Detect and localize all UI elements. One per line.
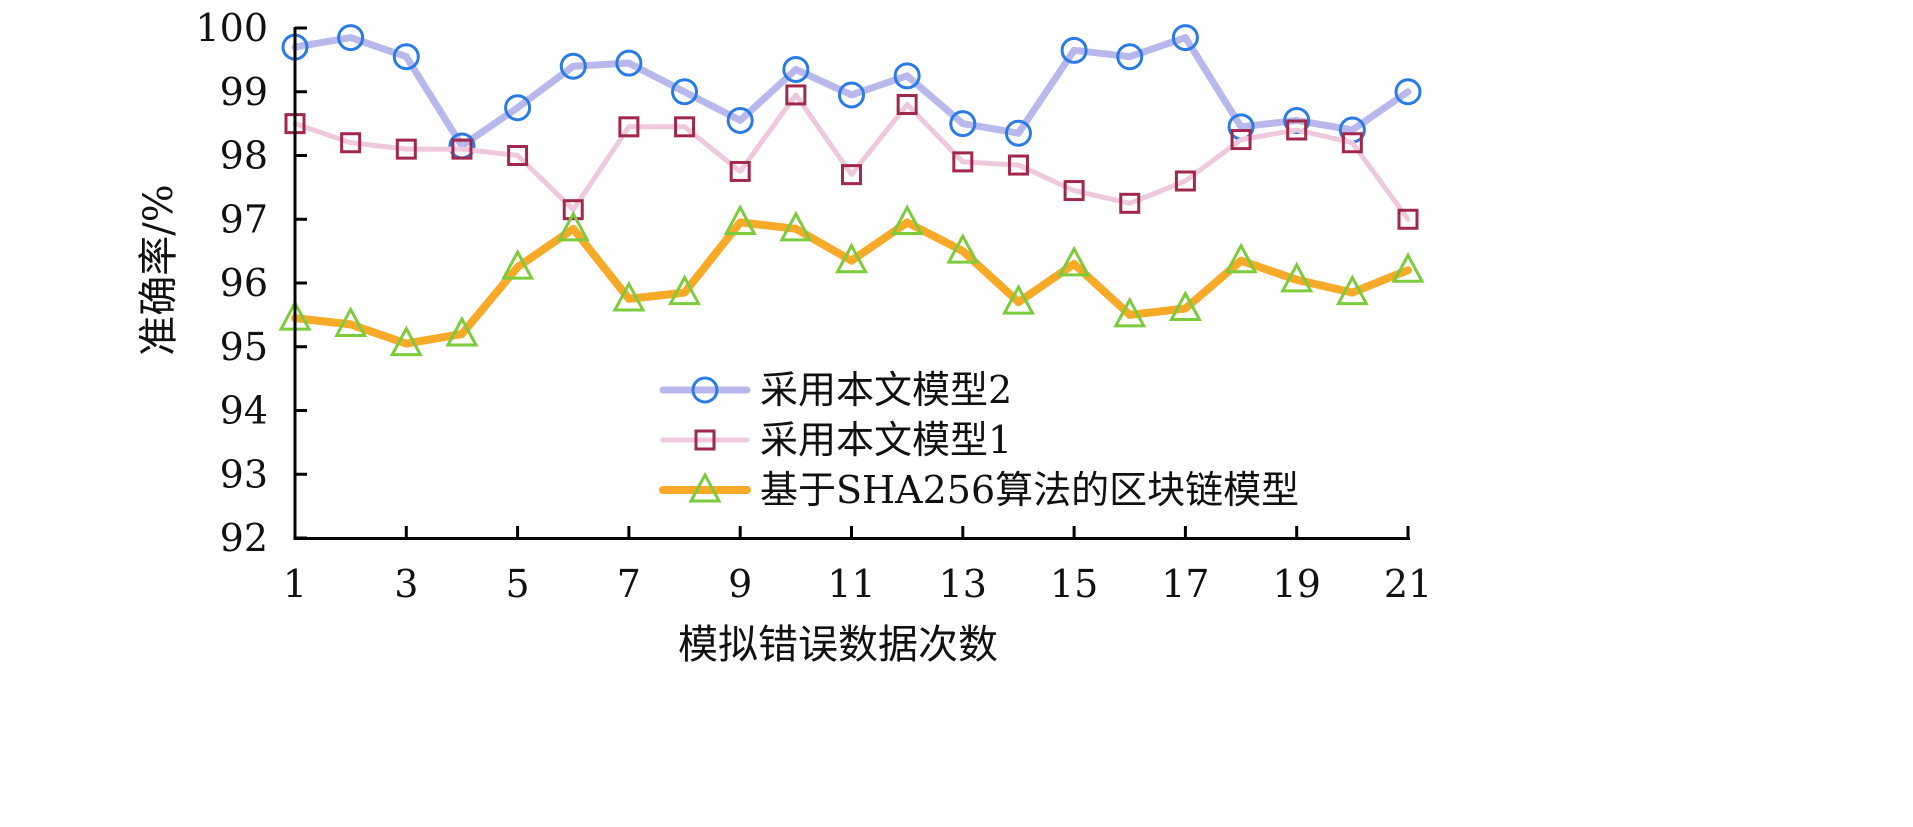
- series-1-point: [615, 49, 643, 77]
- x-tick-label: 11: [827, 562, 875, 606]
- series-1-point: [893, 62, 921, 90]
- series-2-point: [1174, 170, 1196, 192]
- series-1-line: [291, 34, 1412, 150]
- series-1-point: [337, 24, 365, 52]
- y-tick-label: 93: [220, 452, 268, 496]
- series-2-point: [674, 116, 696, 138]
- series-3-line: [291, 218, 1412, 348]
- series-2-point: [841, 164, 862, 186]
- series-1-point: [392, 43, 420, 71]
- series-3-point: [946, 232, 980, 264]
- series-1-point: [726, 106, 754, 134]
- series-1-point: [838, 81, 865, 109]
- series-3-point: [1057, 245, 1091, 277]
- series-layer: [278, 24, 1425, 357]
- series-3-point: [1335, 274, 1369, 306]
- series-2: [284, 84, 1419, 230]
- x-tick-label: 1: [283, 562, 307, 606]
- series-3-point: [501, 248, 535, 280]
- series-2-point: [1286, 119, 1308, 141]
- series-2-point: [618, 116, 640, 138]
- legend: 采用本文模型2 采用本文模型1 基于SHA256算法的区块链模型: [659, 368, 1299, 512]
- series-2-point: [1397, 208, 1419, 230]
- legend-swatch-marker: [694, 429, 716, 451]
- series-3-point: [1168, 290, 1202, 321]
- series-1-point: [1394, 78, 1422, 106]
- y-tick-label: 95: [220, 325, 268, 369]
- series-3-point: [612, 280, 646, 312]
- legend-entry: 基于SHA256算法的区块链模型: [659, 468, 1299, 512]
- series-3-point: [1113, 296, 1147, 328]
- series-2-point: [1119, 192, 1141, 214]
- legend-label: 采用本文模型2: [760, 368, 1012, 412]
- series-1-point: [949, 110, 977, 138]
- series-2-point: [340, 132, 362, 154]
- y-tick-label: 99: [220, 70, 268, 114]
- y-tick-label: 98: [220, 134, 268, 178]
- x-tick-label: 19: [1273, 562, 1321, 606]
- legend-label: 采用本文模型1: [760, 418, 1012, 462]
- series-1-point: [559, 52, 587, 80]
- x-tick-label: 3: [394, 562, 418, 606]
- series-2-point: [729, 160, 751, 182]
- x-tick-label: 13: [939, 562, 987, 606]
- series-3-point: [779, 210, 813, 242]
- series-3: [278, 204, 1425, 357]
- legend-swatch-marker: [688, 471, 722, 503]
- series-3-point: [445, 315, 479, 347]
- series-3-point: [890, 204, 924, 235]
- series-2-point: [952, 151, 974, 173]
- series-3-point: [668, 274, 702, 306]
- series-2-point: [507, 145, 529, 166]
- x-tick-label: 17: [1161, 562, 1209, 606]
- x-tick-label: 7: [617, 562, 641, 606]
- x-tick-label: 21: [1384, 562, 1432, 606]
- series-3-point: [1001, 283, 1035, 315]
- series-3-point: [556, 210, 590, 242]
- series-2-point: [562, 199, 584, 221]
- series-1-point: [1060, 36, 1088, 64]
- series-1-point: [1171, 24, 1199, 52]
- series-1-point: [671, 78, 699, 106]
- x-tick-label: 15: [1050, 562, 1098, 606]
- series-3-point: [334, 306, 368, 337]
- series-3-point: [834, 242, 869, 274]
- series-2-point: [451, 138, 473, 160]
- x-tick-label: 9: [728, 562, 752, 606]
- series-3-point: [389, 325, 423, 357]
- series-1: [281, 24, 1422, 160]
- x-tick-label: 5: [506, 562, 530, 606]
- series-2-point: [1230, 129, 1252, 151]
- series-2-point: [1007, 154, 1029, 176]
- series-3-point: [1391, 252, 1425, 283]
- legend-label: 基于SHA256算法的区块链模型: [760, 468, 1299, 512]
- series-2-line: [292, 92, 1411, 222]
- series-2-point: [785, 84, 807, 106]
- y-tick-label: 96: [220, 261, 268, 305]
- y-tick-label: 100: [195, 6, 268, 50]
- axes-layer: [293, 27, 1410, 540]
- y-tick-label: 97: [220, 197, 268, 241]
- series-3-point: [1280, 261, 1314, 293]
- y-tick-label: 94: [220, 389, 268, 433]
- series-2-point: [896, 94, 918, 115]
- x-axis-title: 模拟错误数据次数: [678, 622, 998, 668]
- series-2-point: [395, 138, 417, 160]
- series-2-point: [1341, 132, 1363, 154]
- series-3-point: [723, 204, 757, 235]
- series-1-point: [782, 55, 810, 83]
- y-axis-title: 准确率/%: [136, 184, 182, 355]
- legend-entry: 采用本文模型1: [660, 418, 1012, 462]
- series-1-point: [1116, 43, 1144, 71]
- legend-swatch-marker: [691, 376, 719, 404]
- series-1-point: [504, 94, 532, 122]
- series-3-point: [1224, 242, 1258, 274]
- series-2-point: [1063, 180, 1085, 202]
- legend-entry: 采用本文模型2: [659, 368, 1012, 412]
- y-tick-label: 92: [220, 516, 268, 560]
- series-1-point: [1004, 119, 1032, 147]
